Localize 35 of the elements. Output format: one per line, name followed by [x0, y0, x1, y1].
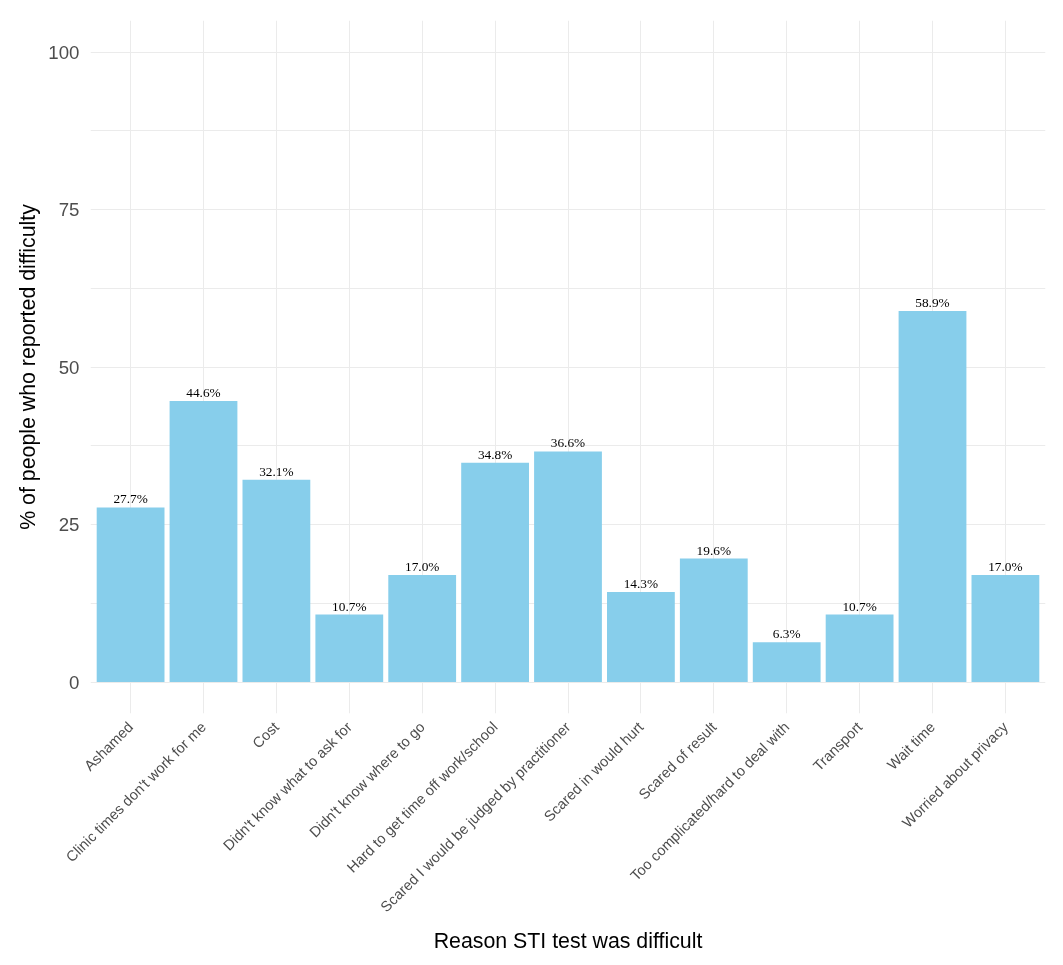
- data-label: 6.3%: [772, 626, 801, 642]
- bar: [96, 507, 165, 682]
- bar: [971, 574, 1040, 682]
- y-tick-label: 25: [58, 514, 80, 535]
- x-tick-label: Cost: [249, 718, 283, 752]
- bar: [752, 642, 821, 682]
- data-label: 10.7%: [332, 598, 367, 614]
- data-label: 32.1%: [259, 463, 294, 479]
- y-tick-label: 75: [58, 199, 80, 220]
- bar: [825, 614, 894, 682]
- bar: [242, 479, 311, 682]
- y-axis-title: % of people who reported difficulty: [16, 203, 41, 530]
- x-tick-label: Wait time: [884, 718, 939, 773]
- data-label: 14.3%: [623, 575, 659, 591]
- data-label: 17.0%: [988, 558, 1023, 574]
- bar: [607, 591, 675, 682]
- x-axis-title: Reason STI test was difficult: [433, 928, 703, 953]
- data-label: 58.9%: [915, 294, 950, 310]
- data-label: 44.6%: [186, 385, 221, 401]
- data-label: 10.7%: [842, 598, 877, 614]
- bar: [534, 451, 602, 682]
- y-tick-label: 50: [58, 356, 80, 378]
- bar: [679, 558, 748, 682]
- bar: [461, 462, 529, 682]
- data-label: 17.0%: [404, 558, 440, 574]
- bar: [169, 401, 238, 682]
- data-label: 34.8%: [477, 446, 513, 462]
- y-tick-label: 0: [69, 671, 80, 693]
- bar: [315, 614, 384, 682]
- data-label: 27.7%: [113, 491, 148, 507]
- y-tick-label: 100: [48, 41, 80, 63]
- bar: [388, 574, 457, 682]
- data-label: 19.6%: [696, 542, 732, 558]
- data-label: 36.6%: [550, 435, 586, 451]
- bar: [898, 310, 967, 682]
